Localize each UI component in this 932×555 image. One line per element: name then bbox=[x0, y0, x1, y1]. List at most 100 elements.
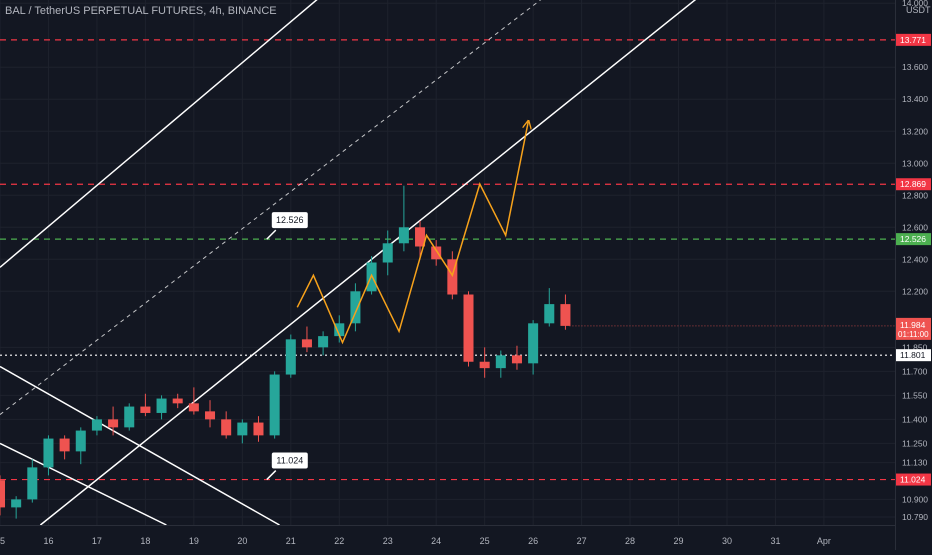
level-tag-12.526: 12.526 bbox=[900, 234, 926, 244]
candle-body bbox=[140, 406, 151, 413]
x-tick-label: 25 bbox=[480, 536, 490, 546]
trend-lines bbox=[0, 0, 697, 526]
level-tag-11.801: 11.801 bbox=[900, 350, 926, 360]
price-axis: 14.000 13.600 13.400 13.200 13.000 12.800 12.6… bbox=[895, 0, 932, 550]
y-tick-label: 11.400 bbox=[902, 414, 928, 424]
x-tick-label: 29 bbox=[674, 536, 684, 546]
x-tick-label: 22 bbox=[334, 536, 344, 546]
price-axis-bg bbox=[895, 0, 932, 550]
y-tick-label: 13.200 bbox=[902, 126, 928, 136]
x-tick-label: 31 bbox=[770, 536, 780, 546]
x-tick-label: 18 bbox=[140, 536, 150, 546]
candle-body bbox=[544, 304, 555, 324]
callout-label: 11.024 bbox=[276, 456, 303, 466]
candle-body bbox=[124, 406, 135, 428]
candle-body bbox=[415, 227, 426, 247]
candle-body bbox=[221, 419, 232, 436]
x-tick-label: 30 bbox=[722, 536, 732, 546]
x-tick-label: 23 bbox=[383, 536, 393, 546]
candle-body bbox=[172, 398, 183, 404]
callout-box bbox=[271, 212, 308, 229]
level-tag-13.771: 13.771 bbox=[900, 35, 926, 45]
candle-body bbox=[91, 419, 102, 431]
callout-label: 12.526 bbox=[276, 215, 304, 225]
projection-polyline bbox=[296, 122, 528, 345]
down-line-2 bbox=[0, 442, 167, 526]
down-line-1 bbox=[0, 365, 280, 526]
level-tag-bg bbox=[896, 473, 931, 486]
x-tick-label: 24 bbox=[431, 536, 441, 546]
candle-body bbox=[398, 227, 409, 244]
candle-body bbox=[350, 291, 361, 324]
candle-body bbox=[269, 374, 280, 436]
symbol-title: BAL / TetherUS PERPETUAL FUTURES, 4h, BI… bbox=[5, 5, 277, 17]
candle-body bbox=[59, 438, 70, 452]
y-tick-label: 11.250 bbox=[902, 438, 928, 448]
level-tag-bg bbox=[896, 349, 931, 362]
candle-body bbox=[205, 411, 216, 420]
y-tick-label: 10.790 bbox=[902, 512, 928, 522]
y-tick-label: 12.400 bbox=[902, 254, 928, 264]
candle-body bbox=[75, 430, 86, 452]
level-tag-bg bbox=[896, 178, 931, 191]
x-tick-label: 20 bbox=[237, 536, 247, 546]
candle-body bbox=[237, 422, 248, 436]
y-tick-label: 13.400 bbox=[902, 94, 928, 104]
y-tick-label: 11.550 bbox=[902, 390, 928, 400]
y-tick-label: 10.900 bbox=[902, 494, 928, 504]
candle-body bbox=[156, 398, 167, 413]
level-tag-12.869: 12.869 bbox=[900, 179, 926, 189]
x-tick-label: 15 bbox=[0, 536, 5, 546]
countdown-label: 01:11:00 bbox=[898, 330, 929, 339]
candle-body bbox=[43, 438, 54, 468]
projection-path bbox=[296, 122, 528, 345]
channel-mid bbox=[0, 0, 542, 415]
level-tag-11.024: 11.024 bbox=[900, 475, 926, 485]
y-tick-label: 12.800 bbox=[902, 190, 928, 200]
y-tick-label: 13.600 bbox=[902, 62, 928, 72]
x-tick-label: 17 bbox=[92, 536, 102, 546]
candle-body bbox=[318, 336, 329, 348]
candle-body bbox=[108, 419, 119, 428]
level-tag-bg bbox=[896, 33, 931, 46]
channel-lower bbox=[39, 0, 697, 526]
annotations: 12.526 11.024 bbox=[266, 212, 308, 481]
x-tick-label: 16 bbox=[43, 536, 53, 546]
x-tick-label: 21 bbox=[286, 536, 296, 546]
current-price-tag-bg bbox=[896, 317, 931, 340]
current-price-label: 11.984 bbox=[900, 320, 926, 330]
y-tick-label: 12.200 bbox=[902, 286, 928, 296]
callout-pointer bbox=[266, 229, 277, 240]
y-tick-label: 13.000 bbox=[902, 158, 928, 168]
y-tick-label: 11.850 bbox=[902, 342, 928, 352]
time-axis: 15 16 17 18 19 20 21 22 23 24 25 26 27 28 29 30 31 Apr bbox=[0, 525, 895, 550]
candle-body bbox=[495, 355, 506, 369]
level-tag-bg bbox=[896, 233, 931, 246]
currency-label: USDT bbox=[906, 5, 931, 15]
candle-body bbox=[382, 243, 393, 263]
candle-body bbox=[285, 339, 296, 375]
candle-body bbox=[463, 294, 474, 362]
candle-body bbox=[431, 246, 442, 260]
horizontal-levels bbox=[0, 39, 895, 481]
x-tick-label: 28 bbox=[625, 536, 635, 546]
candle-body bbox=[0, 480, 6, 508]
y-tick-label: 11.700 bbox=[902, 366, 928, 376]
x-tick-label: Apr bbox=[817, 536, 831, 546]
x-tick-label: 19 bbox=[189, 536, 199, 546]
channel-upper bbox=[0, 0, 318, 268]
x-tick-label: 26 bbox=[528, 536, 538, 546]
time-axis-bg bbox=[0, 525, 895, 550]
candle-body bbox=[301, 339, 312, 348]
y-tick-label: 12.600 bbox=[902, 222, 928, 232]
candle-body bbox=[11, 499, 22, 508]
candles bbox=[0, 185, 571, 519]
y-tick-label: 11.130 bbox=[902, 458, 928, 468]
candle-body bbox=[188, 403, 199, 412]
candle-body bbox=[479, 361, 490, 369]
candle-body bbox=[511, 355, 522, 364]
candle-body bbox=[253, 422, 264, 436]
callout-pointer bbox=[266, 470, 277, 481]
